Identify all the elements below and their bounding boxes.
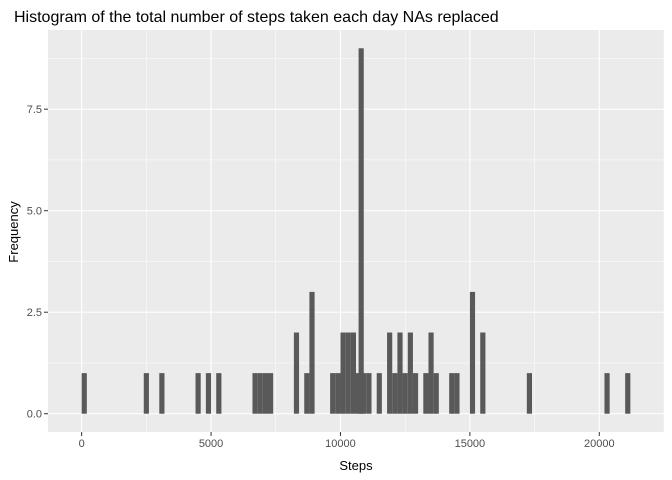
y-tick-label: 5.0 xyxy=(27,206,42,218)
histogram-bar xyxy=(293,332,300,414)
histogram-bar xyxy=(625,373,631,414)
histogram-bar xyxy=(454,373,460,414)
histogram-bar xyxy=(449,373,455,414)
histogram-bars xyxy=(81,48,631,414)
histogram-bar xyxy=(81,373,87,414)
histogram-bar xyxy=(345,332,351,414)
histogram-bar xyxy=(428,332,434,414)
x-tick-label: 15000 xyxy=(455,438,486,450)
chart-title: Histogram of the total number of steps t… xyxy=(14,9,499,26)
histogram-bar xyxy=(252,373,258,414)
histogram-bar xyxy=(361,373,367,414)
histogram-bar xyxy=(143,373,149,414)
histogram-bar xyxy=(205,373,212,414)
histogram-bar xyxy=(195,373,201,414)
histogram-bar xyxy=(480,332,486,414)
x-tick-label: 0 xyxy=(79,438,85,450)
histogram-bar xyxy=(257,373,263,414)
y-axis-title: Frequency xyxy=(6,201,21,263)
y-axis: 0.0 2.5 5.0 7.5 xyxy=(27,104,48,421)
histogram-bar xyxy=(423,373,429,414)
histogram-bar xyxy=(335,373,341,414)
histogram-bar xyxy=(350,332,356,414)
histogram-bar xyxy=(392,373,398,414)
histogram-bar xyxy=(366,373,372,414)
histogram-bar xyxy=(387,332,393,414)
histogram-bar xyxy=(469,291,476,414)
histogram-bar xyxy=(526,373,532,414)
histogram-bar xyxy=(407,332,413,414)
x-axis: 0 5000 10000 15000 20000 xyxy=(79,432,615,450)
y-tick-label: 7.5 xyxy=(27,104,42,116)
histogram-bar xyxy=(268,373,274,414)
histogram-bar xyxy=(340,332,346,414)
histogram-bar xyxy=(262,373,268,414)
histogram-bar xyxy=(304,373,310,414)
x-tick-label: 5000 xyxy=(199,438,223,450)
histogram-bar xyxy=(604,373,610,414)
x-axis-title: Steps xyxy=(339,458,373,473)
y-tick-label: 2.5 xyxy=(27,307,42,319)
y-tick-label: 0.0 xyxy=(27,409,42,421)
histogram-bar xyxy=(402,373,408,414)
histogram-bar xyxy=(309,291,315,414)
histogram-bar xyxy=(330,373,336,414)
histogram-bar xyxy=(358,48,364,414)
histogram-bar xyxy=(433,373,439,414)
x-tick-label: 10000 xyxy=(325,438,356,450)
histogram-bar xyxy=(159,373,165,414)
histogram-bar xyxy=(376,373,382,414)
histogram-bar xyxy=(412,373,419,414)
histogram-bar xyxy=(397,332,403,414)
histogram-bar xyxy=(216,373,222,414)
x-tick-label: 20000 xyxy=(584,438,615,450)
